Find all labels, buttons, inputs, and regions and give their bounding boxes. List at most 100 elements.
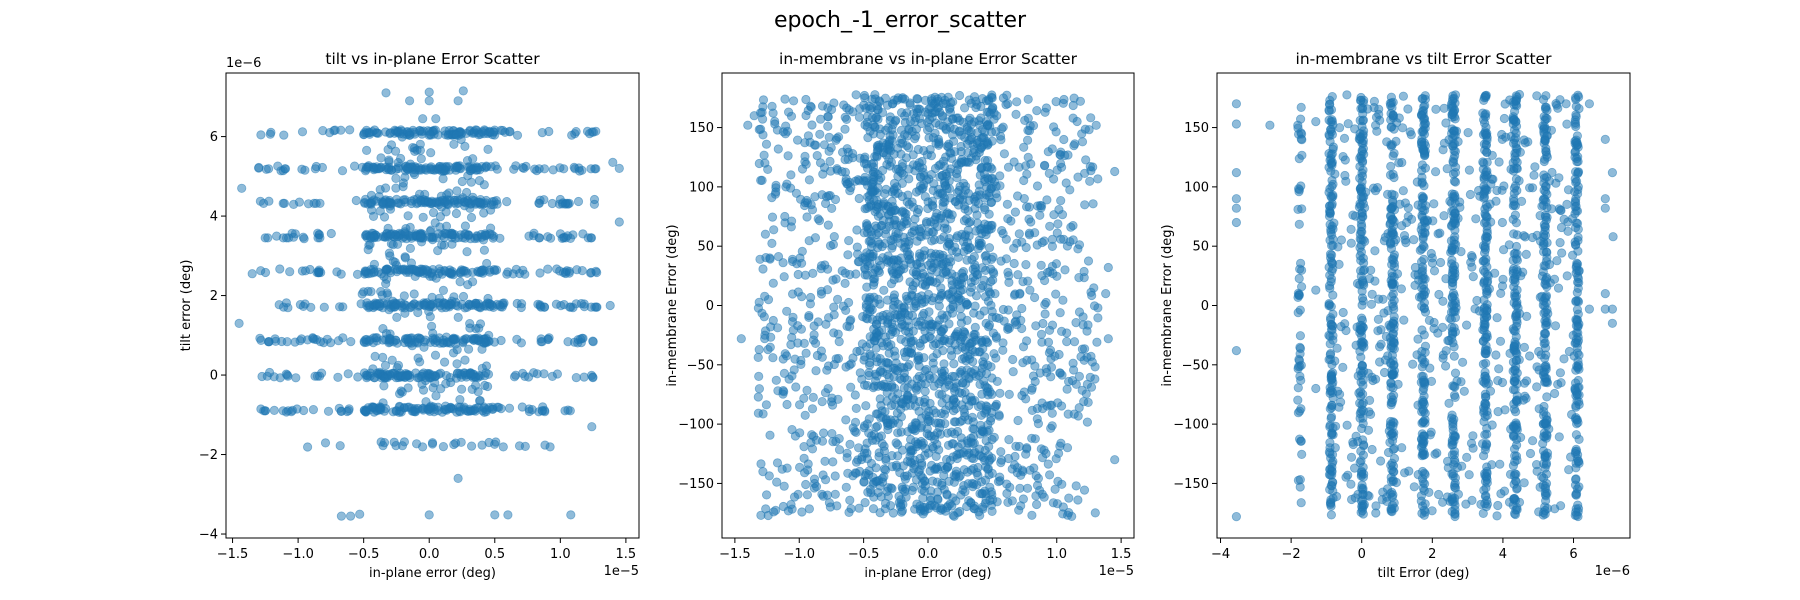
scatter-point (1324, 99, 1335, 110)
scatter-point (995, 181, 1005, 191)
scatter-point (936, 283, 946, 293)
scatter-point (514, 268, 525, 279)
scatter-point (1077, 137, 1088, 147)
scatter-point (850, 417, 861, 427)
scatter-point (388, 240, 398, 250)
scatter-point (881, 184, 891, 194)
scatter-point (931, 408, 941, 418)
scatter-point (431, 114, 441, 124)
scatter-point (291, 373, 301, 383)
scatter-point (428, 208, 439, 218)
y-tick-label: −50 (687, 358, 714, 373)
scatter-point (591, 302, 601, 312)
scatter-point (765, 322, 776, 332)
scatter-point (920, 386, 930, 396)
scatter-point (282, 337, 292, 347)
scatter-point (1417, 301, 1427, 311)
scatter-point (449, 139, 459, 149)
scatter-point (433, 405, 443, 416)
scatter-point (799, 393, 809, 403)
scatter-point (754, 384, 765, 394)
scatter-point (824, 498, 835, 508)
scatter-point (929, 215, 940, 225)
scatter-point (447, 239, 457, 249)
scatter-point (948, 439, 959, 449)
scatter-point (430, 350, 441, 360)
scatter-point (263, 164, 274, 174)
scatter-point (861, 219, 872, 229)
scatter-point (962, 124, 973, 134)
scatter-point (903, 392, 913, 402)
scatter-point (440, 299, 451, 309)
scatter-point (369, 259, 379, 269)
y-tick-label: −4 (199, 528, 218, 543)
subplot-1: tilt vs in-plane Error Scatter−1.5 −1.0 −0… (179, 50, 640, 581)
x-axis-title: in-plane Error (deg) (864, 566, 991, 581)
scatter-point (1019, 142, 1029, 152)
scatter-point (920, 366, 930, 376)
scatter-point (783, 151, 793, 161)
scatter-point (767, 101, 777, 112)
scatter-point (962, 315, 972, 325)
scatter-point (1089, 283, 1099, 293)
scatter-point (778, 258, 788, 268)
scatter-point (492, 402, 502, 412)
scatter-point (1293, 204, 1303, 214)
scatter-point (614, 163, 624, 173)
scatter-point (911, 420, 921, 430)
scatter-point (817, 101, 828, 111)
scatter-point (1324, 115, 1334, 125)
scatter-point (1083, 320, 1093, 330)
scatter-point (788, 312, 798, 322)
scatter-point (1021, 202, 1032, 212)
scatter-point (961, 394, 972, 405)
scatter-point (547, 371, 558, 381)
scatter-point (1064, 493, 1074, 503)
scatter-point (771, 375, 781, 385)
scatter-point (377, 290, 387, 300)
scatter-point (908, 267, 919, 277)
scatter-point (760, 229, 771, 239)
scatter-point (912, 161, 922, 171)
scatter-point (970, 347, 980, 357)
scatter-point (450, 335, 460, 345)
scatter-point (482, 258, 492, 269)
scatter-point (757, 114, 768, 124)
scatter-point (356, 299, 366, 309)
scatter-point (1059, 134, 1069, 145)
scatter-point (927, 236, 937, 246)
scatter-point (279, 130, 289, 140)
scatter-point (926, 431, 936, 441)
y-tick-label: 6 (210, 130, 218, 145)
axes-frame (225, 72, 640, 539)
scatter-point (574, 166, 585, 176)
scatter-point (280, 164, 290, 174)
scatter-point (479, 338, 489, 348)
scatter-point (903, 190, 913, 200)
scatter-point (1358, 296, 1368, 306)
scatter-point (749, 111, 759, 121)
scatter-point (405, 159, 415, 169)
scatter-point (826, 104, 837, 115)
scatter-point (285, 267, 295, 277)
scatter-point (346, 336, 356, 347)
scatter-point (370, 351, 380, 361)
scatter-point (451, 208, 461, 219)
scatter-point (479, 208, 489, 218)
scatter-point (791, 382, 801, 392)
scatter-point (1021, 336, 1032, 346)
scatter-point (1293, 475, 1304, 485)
scatter-point (768, 353, 778, 363)
scatter-point (915, 231, 925, 241)
scatter-point (1087, 290, 1097, 301)
scatter-point (975, 429, 986, 439)
scatter-point (861, 401, 871, 411)
y-tick-label: −2 (199, 448, 218, 463)
scatter-point (308, 333, 318, 343)
scatter-point (869, 196, 879, 206)
scatter-point (551, 299, 562, 309)
scatter-point (804, 236, 814, 246)
scatter-point (575, 334, 586, 344)
scatter-point (310, 164, 320, 174)
scatter-point (971, 291, 982, 301)
